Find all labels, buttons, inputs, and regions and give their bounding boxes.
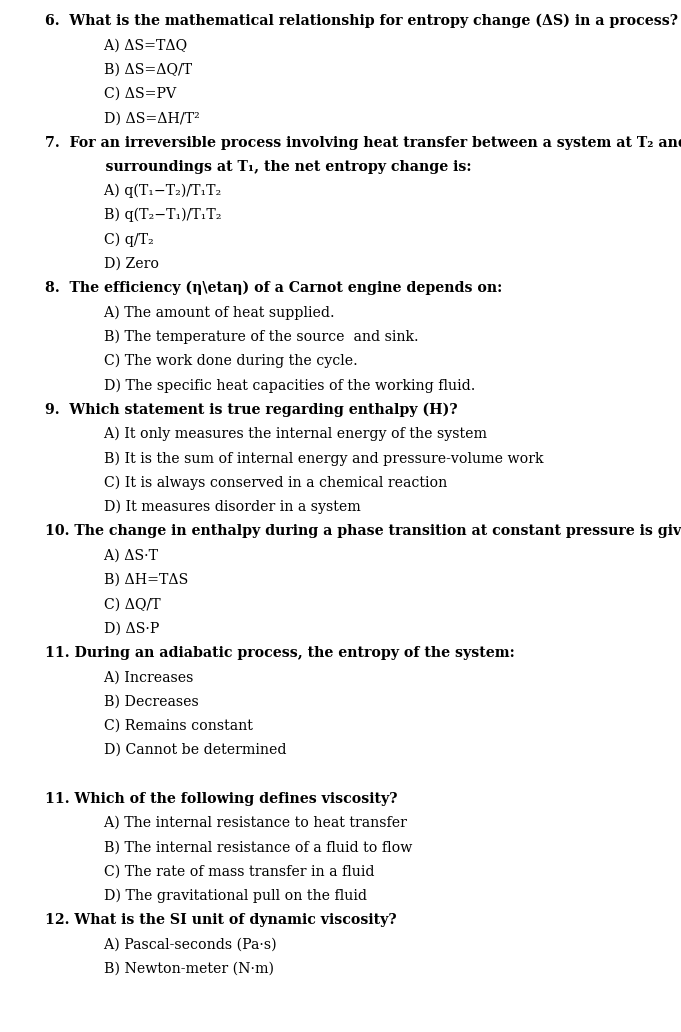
Text: C) Remains constant: C) Remains constant <box>86 719 253 733</box>
Text: C) q/T₂: C) q/T₂ <box>86 232 154 247</box>
Text: 11. Which of the following defines viscosity?: 11. Which of the following defines visco… <box>45 792 398 806</box>
Text: D) The gravitational pull on the fluid: D) The gravitational pull on the fluid <box>86 889 367 903</box>
Text: B) The temperature of the source  and sink.: B) The temperature of the source and sin… <box>86 329 419 344</box>
Text: B) ΔS=ΔQ/T: B) ΔS=ΔQ/T <box>86 63 192 76</box>
Text: C) The work done during the cycle.: C) The work done during the cycle. <box>86 354 358 368</box>
Text: 6.  What is the mathematical relationship for entropy change (ΔS) in a process?: 6. What is the mathematical relationship… <box>45 13 678 28</box>
Text: A) The internal resistance to heat transfer: A) The internal resistance to heat trans… <box>86 816 407 830</box>
Text: A) Increases: A) Increases <box>86 670 193 684</box>
Text: A) ΔS·T: A) ΔS·T <box>86 549 158 562</box>
Text: A) ΔS=TΔQ: A) ΔS=TΔQ <box>86 38 187 53</box>
Text: D) Zero: D) Zero <box>86 257 159 271</box>
Text: B) Newton-meter (N·m): B) Newton-meter (N·m) <box>86 962 274 976</box>
Text: C) ΔQ/T: C) ΔQ/T <box>86 598 161 611</box>
Text: B) ΔH=TΔS: B) ΔH=TΔS <box>86 573 189 587</box>
Text: D) ΔS=ΔH/T²: D) ΔS=ΔH/T² <box>86 111 200 125</box>
Text: 10. The change in enthalpy during a phase transition at constant pressure is giv: 10. The change in enthalpy during a phas… <box>45 524 681 539</box>
Text: C) It is always conserved in a chemical reaction: C) It is always conserved in a chemical … <box>86 476 447 490</box>
Text: 7.  For an irreversible process involving heat transfer between a system at T₂ a: 7. For an irreversible process involving… <box>45 135 681 150</box>
Text: 8.  The efficiency (η\etaη) of a Carnot engine depends on:: 8. The efficiency (η\etaη) of a Carnot e… <box>45 281 503 295</box>
Text: D) The specific heat capacities of the working fluid.: D) The specific heat capacities of the w… <box>86 378 475 392</box>
Text: A) Pascal-seconds (Pa·s): A) Pascal-seconds (Pa·s) <box>86 938 276 952</box>
Text: C) ΔS=PV: C) ΔS=PV <box>86 87 176 101</box>
Text: A) The amount of heat supplied.: A) The amount of heat supplied. <box>86 305 334 320</box>
Text: B) The internal resistance of a fluid to flow: B) The internal resistance of a fluid to… <box>86 840 413 854</box>
Text: A) It only measures the internal energy of the system: A) It only measures the internal energy … <box>86 427 487 442</box>
Text: D) It measures disorder in a system: D) It measures disorder in a system <box>86 499 361 514</box>
Text: B) It is the sum of internal energy and pressure-volume work: B) It is the sum of internal energy and … <box>86 451 543 465</box>
Text: B) q(T₂−T₁)/T₁T₂: B) q(T₂−T₁)/T₁T₂ <box>86 208 221 223</box>
Text: surroundings at T₁, the net entropy change is:: surroundings at T₁, the net entropy chan… <box>86 160 471 173</box>
Text: 11. During an adiabatic process, the entropy of the system:: 11. During an adiabatic process, the ent… <box>45 646 515 659</box>
Text: 12. What is the SI unit of dynamic viscosity?: 12. What is the SI unit of dynamic visco… <box>45 913 397 928</box>
Text: B) Decreases: B) Decreases <box>86 695 199 709</box>
Text: C) The rate of mass transfer in a fluid: C) The rate of mass transfer in a fluid <box>86 865 375 878</box>
Text: 9.  Which statement is true regarding enthalpy (H)?: 9. Which statement is true regarding ent… <box>45 402 458 417</box>
Text: D) Cannot be determined: D) Cannot be determined <box>86 743 287 757</box>
Text: A) q(T₁−T₂)/T₁T₂: A) q(T₁−T₂)/T₁T₂ <box>86 184 221 198</box>
Text: D) ΔS·P: D) ΔS·P <box>86 621 159 636</box>
